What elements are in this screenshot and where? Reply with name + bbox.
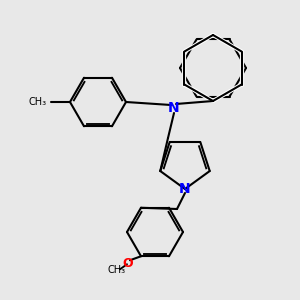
Text: N: N — [179, 182, 191, 196]
Text: N: N — [168, 101, 180, 115]
Text: CH₃: CH₃ — [108, 265, 126, 275]
Text: CH₃: CH₃ — [29, 97, 47, 107]
Text: O: O — [123, 257, 133, 270]
